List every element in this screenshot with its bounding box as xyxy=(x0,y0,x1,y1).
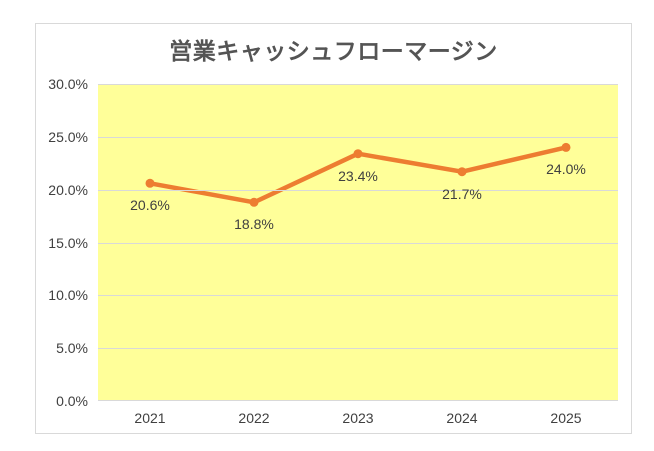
data-point-label: 21.7% xyxy=(442,185,482,202)
y-axis-tick-label: 5.0% xyxy=(56,340,88,357)
gridline xyxy=(98,243,618,244)
data-point-marker xyxy=(145,178,155,188)
data-point-marker xyxy=(457,167,467,177)
y-axis-tick-label: 15.0% xyxy=(48,234,88,251)
data-point-label: 20.6% xyxy=(130,197,170,214)
data-point-label: 18.8% xyxy=(234,216,274,233)
x-axis-label: 2025 xyxy=(550,410,582,426)
data-point-label: 23.4% xyxy=(338,167,378,184)
x-axis-label: 2024 xyxy=(446,410,478,426)
data-point-marker xyxy=(353,149,363,159)
line-chart-canvas xyxy=(145,142,571,207)
gridline xyxy=(98,295,618,296)
data-point-marker xyxy=(249,197,259,207)
y-axis-tick-label: 20.0% xyxy=(48,181,88,198)
gridline xyxy=(98,137,618,138)
chart-title: 営業キャッシュフローマージン xyxy=(169,38,498,64)
data-point-label: 24.0% xyxy=(546,161,586,178)
gridline xyxy=(98,84,618,85)
x-axis-label: 2022 xyxy=(238,410,270,426)
y-axis-tick-label: 0.0% xyxy=(56,393,88,409)
plot-area: 20.6% 18.8% 23.4% 21.7% 24.0% xyxy=(98,84,618,401)
y-axis-tick-label: 10.0% xyxy=(48,287,88,304)
y-axis-tick-label: 30.0% xyxy=(48,76,88,92)
gridline xyxy=(98,400,618,401)
x-axis-label: 2021 xyxy=(134,410,166,426)
x-axis-label: 2023 xyxy=(342,410,374,426)
chart-container: 営業キャッシュフローマージン 20.6% 18.8% 23.4% 21.7% 24.0%… xyxy=(35,23,632,434)
y-axis-tick-label: 25.0% xyxy=(48,128,88,145)
data-point-marker xyxy=(561,142,571,152)
gridline xyxy=(98,348,618,349)
gridline xyxy=(98,190,618,191)
